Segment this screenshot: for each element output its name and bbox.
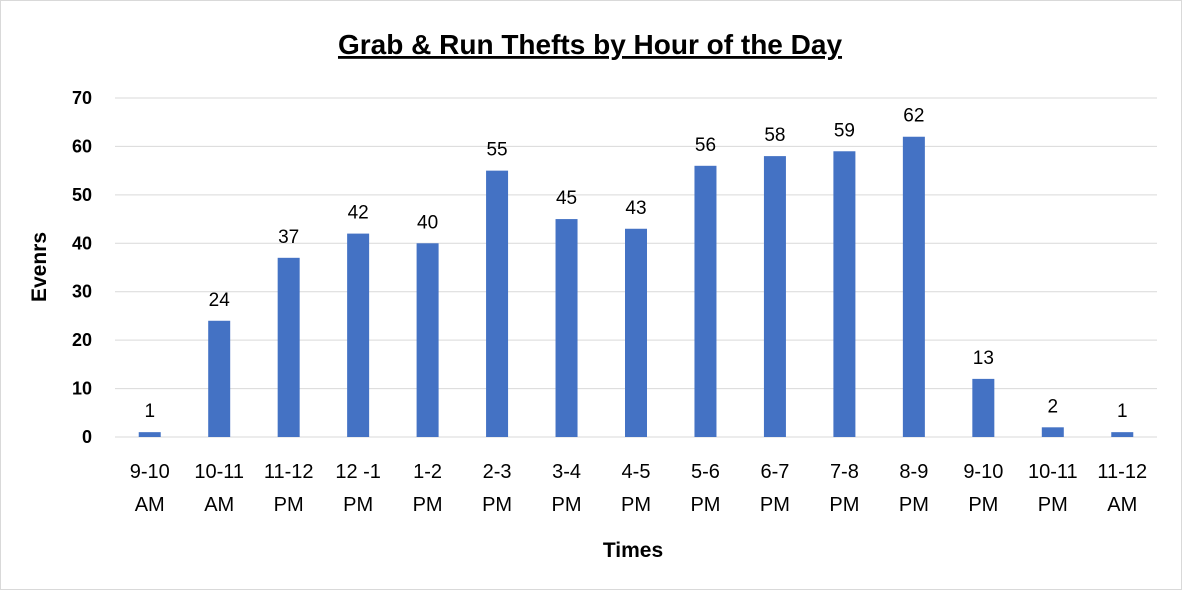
y-tick-label: 70 xyxy=(72,88,92,108)
y-tick-label: 20 xyxy=(72,330,92,350)
x-tick-label: AM xyxy=(135,494,165,516)
data-label: 1 xyxy=(1117,401,1128,422)
y-tick-label: 50 xyxy=(72,185,92,205)
x-tick-label: 6-7 xyxy=(760,461,789,483)
x-tick-label: 10-11 xyxy=(1028,461,1078,483)
bar xyxy=(555,219,578,437)
x-tick-label: 1-2 xyxy=(413,461,442,483)
y-tick-label: 60 xyxy=(72,136,92,156)
x-tick-label: 10-11 xyxy=(194,461,244,483)
bar xyxy=(416,243,439,437)
bar xyxy=(694,165,717,438)
x-tick-label: 2-3 xyxy=(483,461,512,483)
bar xyxy=(486,170,509,437)
x-tick-label: 9-10 xyxy=(130,461,170,483)
data-label: 1 xyxy=(144,401,155,422)
x-tick-label: PM xyxy=(760,494,790,516)
data-label: 58 xyxy=(764,125,785,146)
x-tick-label: 12 -1 xyxy=(335,461,381,483)
data-label: 55 xyxy=(486,140,507,161)
x-tick-label: 7-8 xyxy=(830,461,859,483)
x-tick-label: PM xyxy=(274,494,304,516)
x-tick-label: 3-4 xyxy=(552,461,581,483)
bar xyxy=(277,257,300,437)
x-tick-label: PM xyxy=(1038,494,1068,516)
x-tick-label: PM xyxy=(899,494,929,516)
y-axis-ticks: 0 10 20 30 40 50 60 70 xyxy=(72,88,92,447)
bars xyxy=(138,136,1134,438)
y-tick-label: 10 xyxy=(72,379,92,399)
x-tick-label: 8-9 xyxy=(899,461,928,483)
x-tick-label: 9-10 xyxy=(963,461,1003,483)
x-tick-label: PM xyxy=(413,494,443,516)
data-label: 42 xyxy=(348,203,369,224)
chart-title: Grab & Run Thefts by Hour of the Day xyxy=(338,29,842,60)
data-label: 40 xyxy=(417,212,438,233)
data-label: 2 xyxy=(1048,396,1059,417)
y-axis-title: Evenrs xyxy=(28,232,51,302)
bar xyxy=(1111,432,1134,437)
x-tick-label: 5-6 xyxy=(691,461,720,483)
bar xyxy=(763,156,786,437)
data-label: 45 xyxy=(556,188,577,209)
x-tick-label: 11-12 xyxy=(1097,461,1147,483)
x-tick-label: PM xyxy=(482,494,512,516)
x-axis-ticks: 9-10 AM 10-11 AM 11-12 PM 12 -1 PM 1-2 PM 2-3 PM 3-4… xyxy=(130,461,1147,516)
bar xyxy=(1041,427,1064,437)
y-tick-label: 0 xyxy=(82,427,92,447)
y-tick-label: 30 xyxy=(72,282,92,302)
x-tick-label: AM xyxy=(1107,494,1137,516)
data-label: 59 xyxy=(834,120,855,141)
data-label: 62 xyxy=(903,106,924,127)
x-tick-label: PM xyxy=(690,494,720,516)
x-tick-label: PM xyxy=(829,494,859,516)
x-axis-title: Times xyxy=(603,539,663,562)
bar xyxy=(138,432,161,437)
data-label: 56 xyxy=(695,135,716,156)
data-label: 43 xyxy=(625,198,646,219)
data-label: 13 xyxy=(973,348,994,369)
bar xyxy=(625,228,647,437)
x-tick-label: PM xyxy=(552,494,582,516)
x-tick-label: 4-5 xyxy=(622,461,651,483)
x-tick-label: PM xyxy=(343,494,373,516)
data-label: 24 xyxy=(209,290,231,311)
bar xyxy=(972,378,995,437)
data-labels: 1 24 37 42 40 55 45 43 56 58 59 62 13 2 1 xyxy=(144,106,1127,422)
bar xyxy=(902,136,925,437)
data-label: 37 xyxy=(278,227,299,248)
x-tick-label: PM xyxy=(621,494,651,516)
x-tick-label: AM xyxy=(204,494,234,516)
bar xyxy=(208,320,231,437)
x-tick-label: PM xyxy=(968,494,998,516)
bar xyxy=(347,233,370,437)
bar xyxy=(833,151,856,437)
y-tick-label: 40 xyxy=(72,233,92,253)
x-tick-label: 11-12 xyxy=(264,461,314,483)
